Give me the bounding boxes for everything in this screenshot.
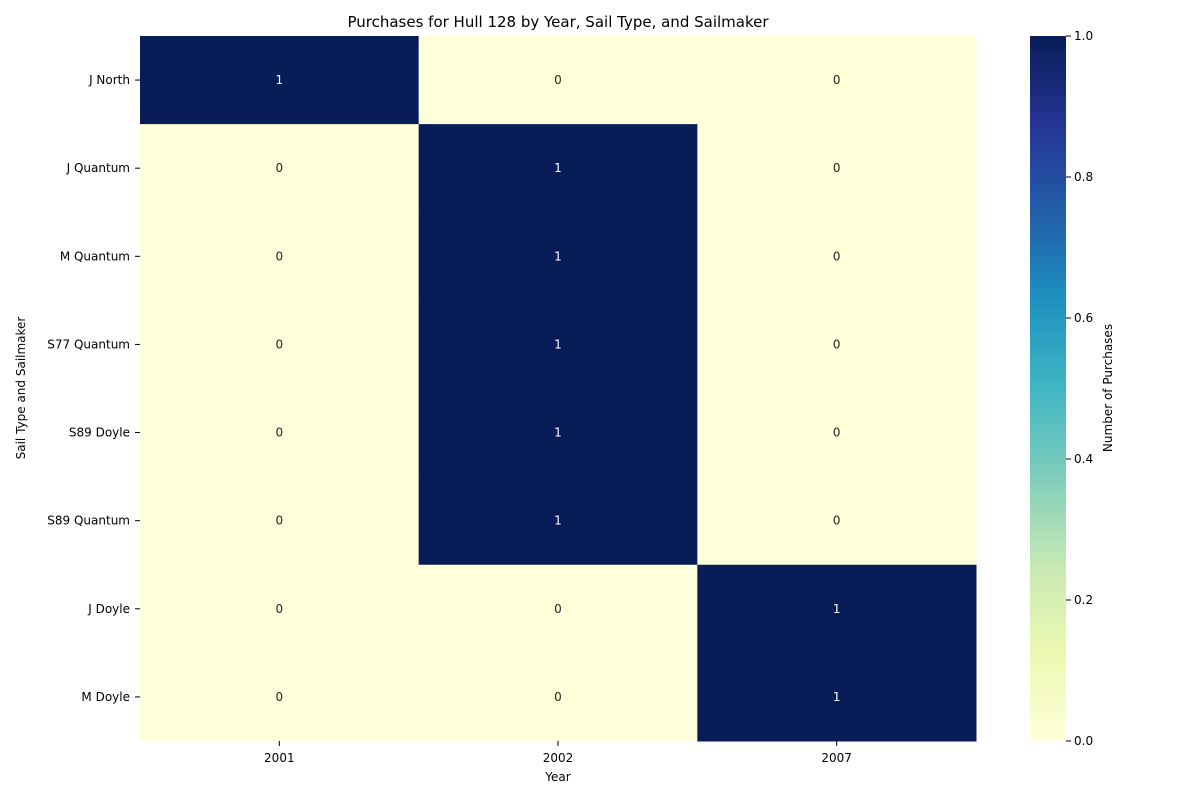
y-tick-label: S77 Quantum <box>47 337 130 351</box>
heatmap-cell <box>418 124 698 213</box>
chart-title: Purchases for Hull 128 by Year, Sail Typ… <box>347 13 769 31</box>
cell-value-label: 0 <box>833 426 841 440</box>
y-tick-label: M Quantum <box>60 249 130 263</box>
cell-value-label: 0 <box>554 73 562 87</box>
heatmap-cell <box>697 476 977 566</box>
colorbar-tick-label: 0.2 <box>1074 593 1093 607</box>
cell-value-label: 0 <box>276 602 284 616</box>
colorbar-label: Number of Purchases <box>1101 324 1115 452</box>
cell-value-label: 1 <box>554 337 562 351</box>
heatmap-cell <box>140 652 420 742</box>
x-tick-label: 2002 <box>543 751 574 765</box>
heatmap-cells: 1 0 0 0 1 0 0 1 0 0 1 0 0 1 0 0 1 0 0 0 1 0 0 1 <box>140 36 977 742</box>
cell-value-label: 0 <box>276 426 284 440</box>
heatmap-cell <box>418 564 698 654</box>
heatmap-cell <box>697 652 977 742</box>
colorbar-tick-label: 0.4 <box>1074 452 1093 466</box>
x-axis-label: Year <box>544 770 570 784</box>
heatmap-cell <box>418 476 698 566</box>
cell-value-label: 0 <box>276 690 284 704</box>
x-tick-label: 2001 <box>264 751 295 765</box>
heatmap-cell <box>697 124 977 213</box>
colorbar-tick-label: 1.0 <box>1074 29 1093 43</box>
x-tick-label: 2007 <box>821 751 852 765</box>
cell-value-label: 1 <box>554 426 562 440</box>
heatmap-cell <box>697 564 977 654</box>
cell-value-label: 0 <box>276 249 284 263</box>
colorbar <box>1030 36 1066 741</box>
cell-value-label: 0 <box>554 602 562 616</box>
heatmap-cell <box>697 212 977 301</box>
heatmap-cell <box>418 212 698 301</box>
heatmap-cell <box>140 124 420 213</box>
y-tick-label: J Quantum <box>66 161 130 175</box>
cell-value-label: 1 <box>276 73 284 87</box>
heatmap-cell <box>140 564 420 654</box>
colorbar-tick-label: 0.6 <box>1074 311 1093 325</box>
colorbar-tick-label: 0.0 <box>1074 734 1093 748</box>
cell-value-label: 1 <box>554 161 562 175</box>
heatmap-cell <box>140 212 420 301</box>
y-tick-label: S89 Doyle <box>69 426 130 440</box>
heatmap-cell <box>140 476 420 566</box>
y-tick-label: J Doyle <box>87 602 130 616</box>
cell-value-label: 0 <box>833 73 841 87</box>
cell-value-label: 1 <box>833 690 841 704</box>
y-axis-label: Sail Type and Sailmaker <box>14 317 28 460</box>
cell-value-label: 1 <box>833 602 841 616</box>
heatmap-cell <box>140 36 420 125</box>
y-tick-label: J North <box>88 73 130 87</box>
colorbar-ticks: 0.0 0.2 0.4 0.6 0.8 1.0 <box>1066 29 1093 748</box>
cell-value-label: 0 <box>833 337 841 351</box>
x-axis-ticks: 2001 2002 2007 <box>264 741 852 765</box>
heatmap-cell <box>418 300 698 389</box>
heatmap-cell <box>697 388 977 478</box>
cell-value-label: 0 <box>276 514 284 528</box>
cell-value-label: 1 <box>554 514 562 528</box>
cell-value-label: 0 <box>833 514 841 528</box>
heatmap-cell <box>697 36 977 125</box>
cell-value-label: 0 <box>554 690 562 704</box>
heatmap-cell <box>418 388 698 478</box>
y-tick-label: M Doyle <box>81 690 130 704</box>
colorbar-tick-label: 0.8 <box>1074 170 1093 184</box>
heatmap-cell <box>140 300 420 389</box>
y-tick-label: S89 Quantum <box>47 514 130 528</box>
y-axis-ticks: J North J Quantum M Quantum S77 Quantum S89 … <box>47 73 140 704</box>
heatmap-cell <box>697 300 977 389</box>
cell-value-label: 1 <box>554 249 562 263</box>
cell-value-label: 0 <box>833 249 841 263</box>
cell-value-label: 0 <box>276 161 284 175</box>
cell-value-label: 0 <box>276 337 284 351</box>
heatmap-cell <box>140 388 420 478</box>
heatmap-cell <box>418 36 698 125</box>
cell-value-label: 0 <box>833 161 841 175</box>
heatmap-cell <box>418 652 698 742</box>
